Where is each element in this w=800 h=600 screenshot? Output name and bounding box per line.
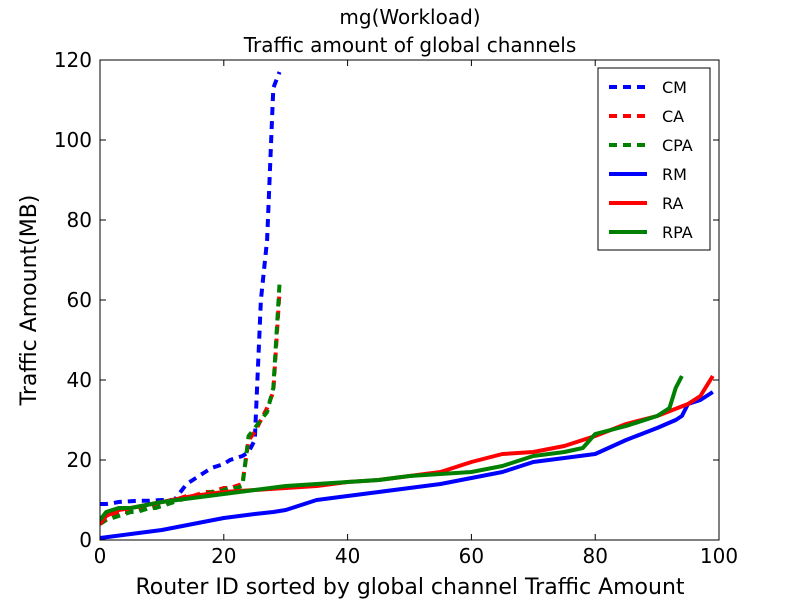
legend-label-rpa: RPA: [662, 223, 693, 242]
series-line-cm: [100, 71, 282, 506]
series-line-rm: [100, 390, 714, 540]
series-line-ra: [100, 374, 715, 526]
series-line-rpa: [100, 375, 684, 522]
chart-subtitle: Traffic amount of global channels: [243, 33, 577, 57]
x-axis-ticks: 0 20 40 60 80 100: [94, 60, 738, 568]
y-tick-label: 60: [67, 288, 92, 312]
y-tick-label: 80: [67, 208, 92, 232]
y-tick-label: 100: [54, 128, 92, 152]
x-tick-label: 80: [582, 544, 607, 568]
x-tick-label: 100: [700, 544, 738, 568]
x-axis-label: Router ID sorted by global channel Traff…: [135, 575, 684, 600]
y-axis-label: Traffic Amount(MB): [17, 195, 42, 407]
x-tick-label: 40: [335, 544, 360, 568]
legend-label-cpa: CPA: [662, 136, 693, 155]
x-tick-label: 0: [94, 544, 107, 568]
y-tick-label: 120: [54, 48, 92, 72]
chart-title: mg(Workload): [339, 5, 480, 29]
y-tick-label: 20: [67, 448, 92, 472]
legend-label-cm: CM: [662, 78, 687, 97]
x-tick-label: 20: [211, 544, 236, 568]
y-tick-label: 0: [79, 528, 92, 552]
series-line-cpa: [100, 283, 282, 526]
x-tick-label: 60: [459, 544, 484, 568]
legend-frame: [597, 67, 711, 251]
legend-label-ra: RA: [662, 194, 683, 213]
y-tick-label: 40: [67, 368, 92, 392]
series-layer: [100, 71, 715, 540]
legend-label-rm: RM: [662, 165, 687, 184]
y-axis-ticks: 0 20 40 60 80 100 120: [54, 48, 719, 552]
legend-label-ca: CA: [662, 107, 684, 126]
legend: CM CA CPA RM RA RPA: [597, 67, 711, 251]
